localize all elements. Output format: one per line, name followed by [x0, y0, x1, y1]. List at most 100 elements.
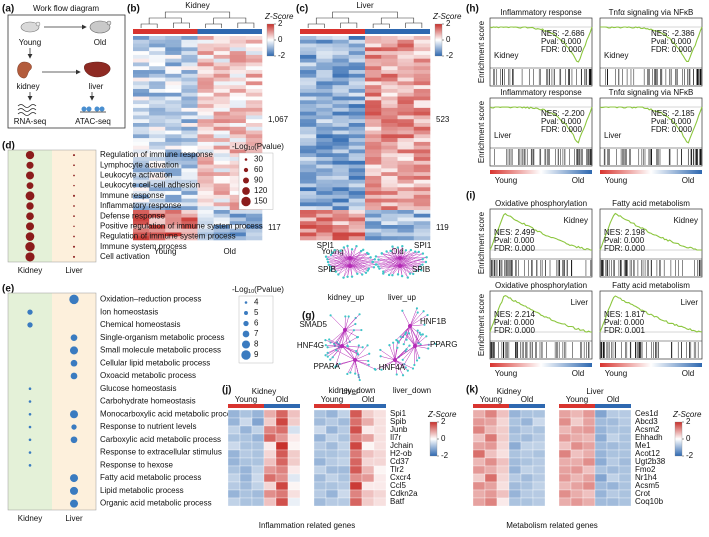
- term-label: Positive regulation of immune system pro…: [100, 221, 263, 230]
- edge: [414, 345, 429, 349]
- heatmap-cell: [365, 130, 382, 135]
- heatmap-cell: [582, 457, 596, 467]
- tissue-label: Liver: [341, 387, 359, 396]
- pval: Pval: 0.000: [494, 236, 535, 245]
- target-node: [402, 343, 405, 346]
- target-node: [417, 250, 420, 254]
- heatmap-cell: [397, 164, 415, 169]
- heatmap-cell: [361, 441, 375, 451]
- heatmap-cell: [332, 88, 350, 94]
- target-node: [405, 338, 408, 341]
- term-label: Chemical homeostasis: [100, 320, 180, 329]
- heatmap-cell: [365, 210, 382, 215]
- heatmap-cell: [397, 47, 415, 52]
- edge: [332, 345, 343, 358]
- heatmap-cell: [316, 47, 333, 52]
- target-node: [401, 358, 404, 361]
- heatmap-cell: [365, 126, 382, 131]
- heatmap-cell: [496, 409, 510, 419]
- group-bar-old: [264, 404, 300, 408]
- heatmap-cell: [287, 457, 301, 467]
- heatmap-cell: [213, 210, 231, 215]
- edge: [399, 265, 411, 274]
- legend-title: Z-Score: [672, 410, 702, 419]
- heatmap-cell: [133, 130, 150, 135]
- heatmap-cell: [300, 187, 317, 192]
- heatmap-cell: [332, 213, 350, 218]
- term-label: Inflammatory response: [100, 201, 182, 210]
- heatmap-cell: [263, 465, 277, 475]
- heatmap-cell: [316, 70, 333, 75]
- heatmap-cell: [413, 104, 431, 109]
- heatmap-cell: [413, 58, 431, 63]
- dot: [25, 242, 35, 252]
- edge: [399, 246, 403, 267]
- heatmap-cell: [337, 449, 351, 459]
- hit-barcode: [600, 260, 702, 276]
- heatmap-cell: [332, 168, 350, 173]
- target-node: [424, 260, 428, 264]
- heatmap-cell: [165, 198, 182, 203]
- heatmap-cell: [133, 145, 150, 150]
- heatmap-cell: [229, 77, 247, 82]
- heatmap-cell: [197, 168, 214, 173]
- heatmap-cell: [348, 123, 366, 128]
- heatmap-cell: [570, 465, 584, 475]
- term-label: Response to nutrient levels: [100, 422, 197, 431]
- heatmap-cell: [213, 172, 231, 177]
- pval: Pval: 0.000: [604, 318, 645, 327]
- heatmap-cell: [325, 409, 339, 419]
- heatmap-cell: [181, 194, 198, 199]
- heatmap-cell: [229, 92, 247, 97]
- heatmap-cell: [229, 39, 247, 44]
- term-label: Glucose homeostasis: [100, 384, 176, 393]
- heatmap-cell: [245, 92, 263, 97]
- dot: [26, 182, 34, 190]
- edge: [394, 359, 404, 376]
- heatmap-cell: [165, 221, 182, 226]
- heatmap-cell: [365, 111, 382, 116]
- heatmap-cell: [197, 51, 214, 56]
- heatmap-cell: [149, 153, 166, 158]
- heatmap-cell: [149, 225, 166, 230]
- heatmap-cell: [332, 210, 350, 215]
- target-node: [406, 369, 409, 372]
- heatmap-cell: [397, 85, 415, 90]
- heatmap-cell: [397, 210, 415, 215]
- target-node: [407, 332, 411, 335]
- heatmap-cell: [251, 441, 265, 451]
- heatmap-cell: [496, 425, 510, 435]
- heatmap-cell: [165, 202, 182, 207]
- heatmap-cell: [239, 457, 253, 467]
- heatmap-cell: [594, 497, 608, 507]
- legend-title-suffix: (Pvalue): [254, 142, 284, 151]
- dot: [27, 322, 33, 328]
- heatmap-cell: [213, 77, 231, 82]
- edge: [392, 246, 401, 267]
- heatmap-cell: [275, 489, 289, 499]
- dendro-branch: [164, 11, 231, 18]
- heatmap-cell: [316, 141, 333, 146]
- heatmap-cell: [365, 194, 382, 199]
- heatmap-cell: [287, 441, 301, 451]
- heatmap-cell: [381, 225, 398, 230]
- group-label: Old: [362, 395, 374, 404]
- term-label: Leukocyte cell-cell adhesion: [100, 181, 200, 190]
- edge: [399, 249, 412, 259]
- heatmap-cell: [181, 47, 198, 52]
- target-node: [354, 322, 357, 326]
- heatmap-cell: [472, 473, 486, 483]
- heatmap-cell: [332, 183, 350, 188]
- target-node: [392, 341, 395, 344]
- target-node: [421, 258, 424, 261]
- heatmap-cell: [413, 202, 431, 207]
- heatmap-cell: [229, 213, 247, 218]
- heatmap-cell: [397, 145, 415, 150]
- heatmap-cell: [361, 433, 375, 443]
- heatmap-cell: [348, 141, 366, 146]
- group-label: Old: [572, 369, 584, 378]
- heatmap-cell: [149, 92, 166, 97]
- heatmap-cell: [181, 100, 198, 105]
- heatmap-cell: [165, 160, 182, 165]
- heatmap-cell: [381, 111, 398, 116]
